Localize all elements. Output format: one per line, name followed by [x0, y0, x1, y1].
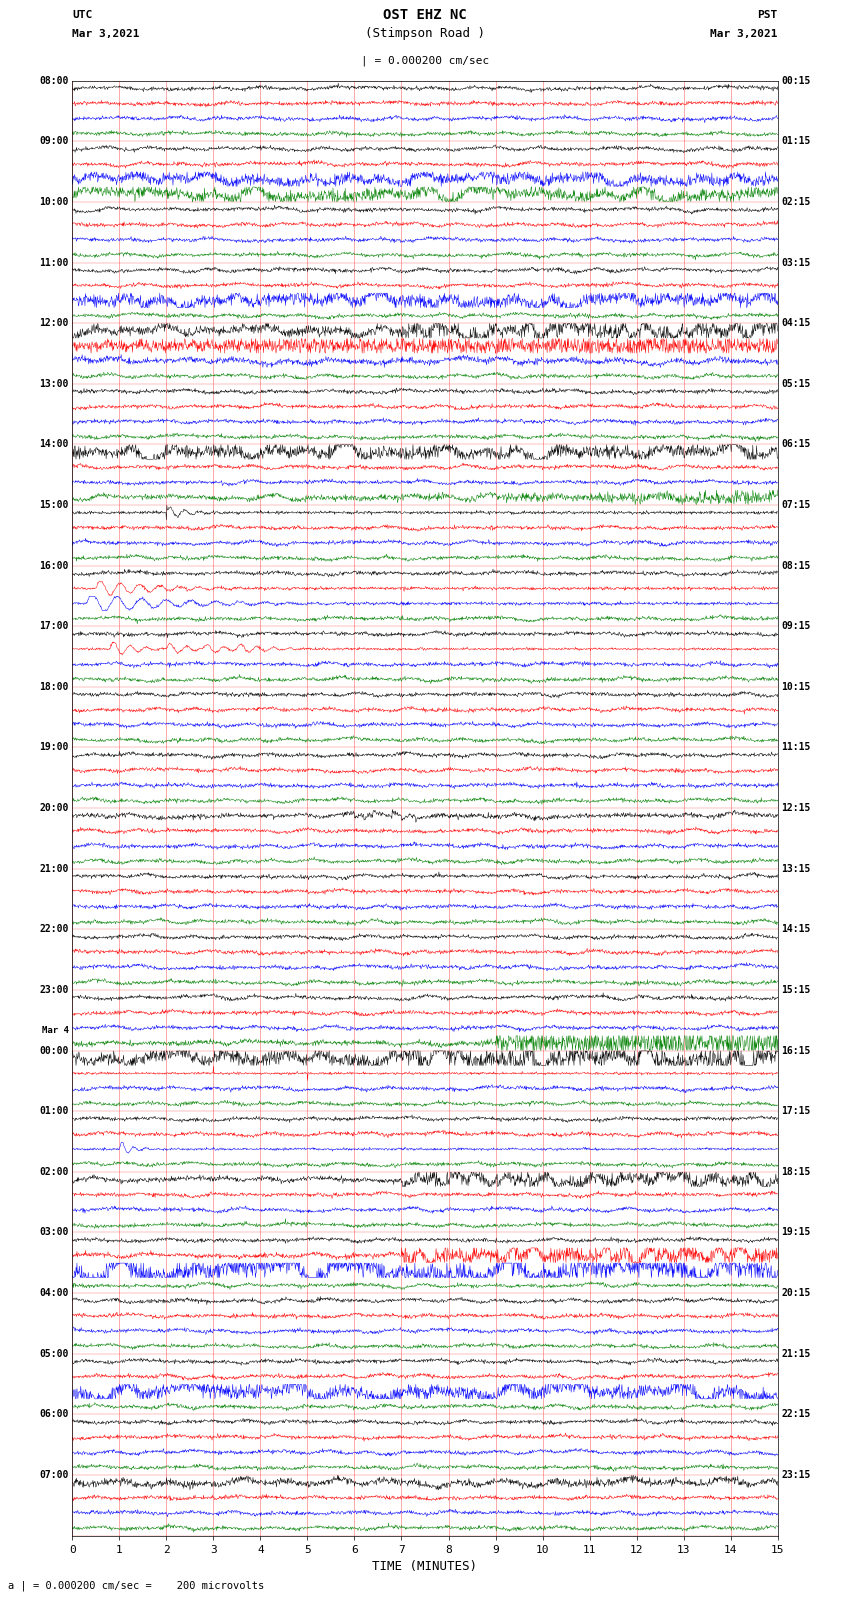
Text: 21:15: 21:15	[781, 1348, 811, 1358]
Text: 01:00: 01:00	[39, 1107, 69, 1116]
Text: 02:15: 02:15	[781, 197, 811, 206]
Text: 07:00: 07:00	[39, 1469, 69, 1481]
Text: 06:00: 06:00	[39, 1410, 69, 1419]
Text: 08:15: 08:15	[781, 561, 811, 571]
Text: 10:00: 10:00	[39, 197, 69, 206]
Text: 10:15: 10:15	[781, 682, 811, 692]
Text: 23:15: 23:15	[781, 1469, 811, 1481]
Text: 14:00: 14:00	[39, 439, 69, 450]
Text: 16:15: 16:15	[781, 1045, 811, 1055]
Text: 22:15: 22:15	[781, 1410, 811, 1419]
Text: 09:00: 09:00	[39, 135, 69, 147]
Text: 03:00: 03:00	[39, 1227, 69, 1237]
Text: 04:00: 04:00	[39, 1289, 69, 1298]
Text: 19:00: 19:00	[39, 742, 69, 753]
Text: 20:15: 20:15	[781, 1289, 811, 1298]
Text: PST: PST	[757, 10, 778, 19]
Text: 06:15: 06:15	[781, 439, 811, 450]
Text: 17:15: 17:15	[781, 1107, 811, 1116]
Text: Mar 4: Mar 4	[42, 1026, 69, 1036]
Text: | = 0.000200 cm/sec: | = 0.000200 cm/sec	[361, 55, 489, 66]
Text: 02:00: 02:00	[39, 1166, 69, 1177]
Text: Mar 3,2021: Mar 3,2021	[72, 29, 139, 39]
Text: 13:00: 13:00	[39, 379, 69, 389]
Text: 11:00: 11:00	[39, 258, 69, 268]
Text: 07:15: 07:15	[781, 500, 811, 510]
Text: 04:15: 04:15	[781, 318, 811, 327]
Text: 17:00: 17:00	[39, 621, 69, 631]
Text: 01:15: 01:15	[781, 135, 811, 147]
Text: 16:00: 16:00	[39, 561, 69, 571]
Text: 00:00: 00:00	[39, 1045, 69, 1055]
Text: 23:00: 23:00	[39, 986, 69, 995]
Text: 20:00: 20:00	[39, 803, 69, 813]
Text: 03:15: 03:15	[781, 258, 811, 268]
X-axis label: TIME (MINUTES): TIME (MINUTES)	[372, 1560, 478, 1573]
Text: 08:00: 08:00	[39, 76, 69, 85]
Text: 15:00: 15:00	[39, 500, 69, 510]
Text: 15:15: 15:15	[781, 986, 811, 995]
Text: 18:15: 18:15	[781, 1166, 811, 1177]
Text: 21:00: 21:00	[39, 863, 69, 874]
Text: UTC: UTC	[72, 10, 93, 19]
Text: Mar 3,2021: Mar 3,2021	[711, 29, 778, 39]
Text: (Stimpson Road ): (Stimpson Road )	[365, 27, 485, 40]
Text: 14:15: 14:15	[781, 924, 811, 934]
Text: 11:15: 11:15	[781, 742, 811, 753]
Text: 05:00: 05:00	[39, 1348, 69, 1358]
Text: 22:00: 22:00	[39, 924, 69, 934]
Text: a | = 0.000200 cm/sec =    200 microvolts: a | = 0.000200 cm/sec = 200 microvolts	[8, 1581, 264, 1590]
Text: 12:00: 12:00	[39, 318, 69, 327]
Text: 09:15: 09:15	[781, 621, 811, 631]
Text: 18:00: 18:00	[39, 682, 69, 692]
Text: OST EHZ NC: OST EHZ NC	[383, 8, 467, 21]
Text: 13:15: 13:15	[781, 863, 811, 874]
Text: 05:15: 05:15	[781, 379, 811, 389]
Text: 19:15: 19:15	[781, 1227, 811, 1237]
Text: 12:15: 12:15	[781, 803, 811, 813]
Text: 00:15: 00:15	[781, 76, 811, 85]
